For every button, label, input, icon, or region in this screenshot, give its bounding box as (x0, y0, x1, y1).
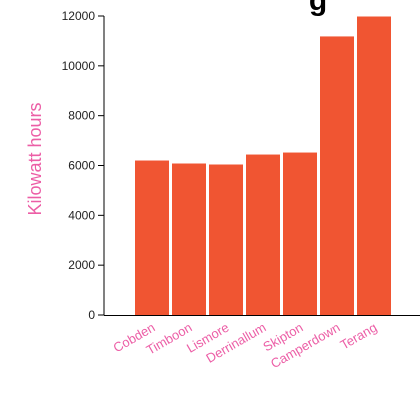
bar-timboon (172, 163, 206, 315)
y-tick-label: 0 (88, 308, 95, 322)
bar-cobden (135, 160, 169, 315)
x-axis-labels: CobdenTimboonLismoreDerrinallumSkiptonCa… (111, 320, 380, 372)
y-tick-label: 6000 (68, 159, 95, 173)
y-tick-label: 8000 (68, 109, 95, 123)
y-axis-label: Kilowatt hours (25, 102, 45, 215)
bars (135, 16, 391, 316)
y-tick-label: 10000 (62, 59, 96, 73)
bar-lismore (209, 164, 243, 315)
chart-title: g (309, 0, 327, 17)
y-tick-label: 12000 (62, 9, 96, 23)
bar-skipton (283, 152, 317, 315)
y-tick-label: 4000 (68, 208, 95, 222)
y-tick-label: 2000 (68, 258, 95, 272)
axes: 0 2000 4000 6000 8000 10000 12000 (62, 9, 420, 322)
bar-camperdown (320, 36, 354, 315)
x-tick-label: Terang (338, 320, 380, 353)
bar-terang (357, 16, 391, 316)
bar-derrinallum (246, 154, 280, 315)
